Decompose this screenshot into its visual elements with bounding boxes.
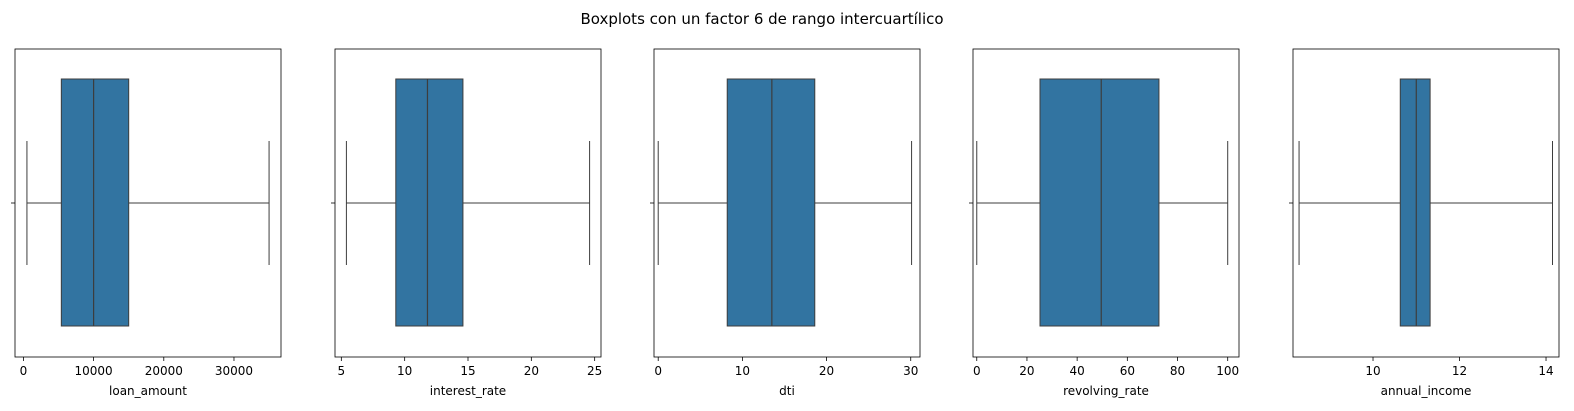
x-tick-label: 10000 xyxy=(75,364,113,378)
x-tick-label: 30 xyxy=(903,364,918,378)
x-tick-label: 10 xyxy=(397,364,412,378)
x-tick-label: 0 xyxy=(973,364,981,378)
iqr-box xyxy=(726,78,816,327)
x-tick-label: 10 xyxy=(1365,364,1380,378)
x-tick-label: 5 xyxy=(338,364,346,378)
figure-title: Boxplots con un factor 6 de rango interc… xyxy=(580,10,943,28)
axes-frame xyxy=(972,48,1240,358)
axes-frame xyxy=(653,48,921,358)
boxplot-panel-loan_amount: 0 10000 20000 30000 loan_amount xyxy=(11,48,282,398)
iqr-box xyxy=(60,78,130,327)
x-tick-label: 60 xyxy=(1120,364,1135,378)
x-axis-label: interest_rate xyxy=(430,384,506,398)
x-tick-label: 10 xyxy=(735,364,750,378)
iqr-box xyxy=(1399,78,1431,327)
boxplot-panel-annual_income: 10 12 14 annual_income xyxy=(1289,48,1560,398)
x-tick-label: 80 xyxy=(1170,364,1185,378)
x-tick-label: 15 xyxy=(460,364,475,378)
x-tick-label: 30000 xyxy=(215,364,253,378)
x-tick-label: 12 xyxy=(1452,364,1467,378)
x-tick-label: 0 xyxy=(654,364,662,378)
boxplot-panel-interest_rate: 5 10 15 20 25 interest_rate xyxy=(331,48,602,398)
x-tick-label: 20000 xyxy=(145,364,183,378)
iqr-box xyxy=(395,78,464,327)
boxplot-panel-revolving_rate: 0 20 40 60 80 100 revolving_rate xyxy=(969,48,1240,398)
x-tick-label: 40 xyxy=(1070,364,1085,378)
x-tick-label: 0 xyxy=(20,364,28,378)
boxplot-panel-dti: 0 10 20 30 dti xyxy=(650,48,921,398)
x-axis-label: loan_amount xyxy=(109,384,187,398)
x-tick-label: 100 xyxy=(1216,364,1239,378)
iqr-box xyxy=(1039,78,1160,327)
x-axis-label: annual_income xyxy=(1381,384,1472,398)
x-tick-label: 25 xyxy=(587,364,602,378)
x-axis-label: dti xyxy=(779,384,795,398)
x-tick-label: 20 xyxy=(1019,364,1034,378)
x-tick-label: 20 xyxy=(524,364,539,378)
x-axis-label: revolving_rate xyxy=(1063,384,1149,398)
axes-frame xyxy=(1292,48,1560,358)
x-tick-label: 14 xyxy=(1538,364,1553,378)
axes-frame xyxy=(14,48,282,358)
x-tick-label: 20 xyxy=(819,364,834,378)
